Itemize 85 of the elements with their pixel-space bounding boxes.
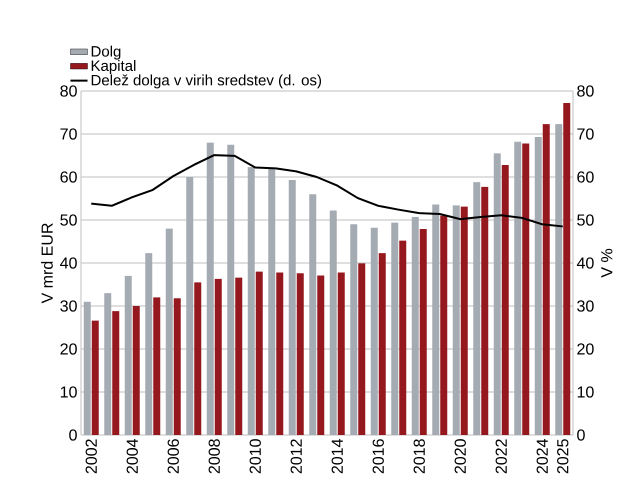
y2-tick-label: 10 <box>578 386 594 398</box>
legend-label: Kapital <box>92 60 136 74</box>
legend-label: Delež dolga v virih sredstev (d. os) <box>92 74 322 88</box>
x-tick-label: 2006 <box>168 439 179 474</box>
bar <box>296 273 304 435</box>
bar <box>473 182 480 435</box>
x-tick-label: 2020 <box>454 439 466 474</box>
bar <box>194 282 202 435</box>
y2-tick-label: 0 <box>577 429 585 441</box>
bar <box>145 253 152 435</box>
bar <box>84 302 91 435</box>
y2-tick-label: 40 <box>576 257 594 269</box>
bar <box>378 253 386 435</box>
bar <box>432 204 440 435</box>
y-tick-label: 30 <box>60 300 77 312</box>
legend-label: Dolg <box>92 46 120 60</box>
y2-tick-label: 60 <box>577 171 594 183</box>
y2-tick-label: 30 <box>577 300 594 312</box>
y-tick-label: 70 <box>60 128 77 140</box>
bar <box>563 103 570 435</box>
y-tick-label: 60 <box>60 171 77 183</box>
y-tick-label: 10 <box>60 386 77 398</box>
y-tick-label: 40 <box>60 257 77 269</box>
x-tick-label: 2008 <box>208 439 220 474</box>
x-tick-label: 2002 <box>86 439 97 474</box>
bar <box>153 297 160 435</box>
y-tick-label: 20 <box>60 343 77 355</box>
bar <box>502 164 509 435</box>
bar <box>112 311 120 435</box>
line-series <box>90 154 564 228</box>
y2-tick-label: 20 <box>577 343 594 355</box>
bar <box>412 216 419 435</box>
bar <box>494 153 501 435</box>
x-tick-label: 2025 <box>557 439 568 474</box>
bar <box>227 144 234 435</box>
bar <box>555 124 562 435</box>
bar <box>309 194 316 435</box>
bar <box>124 276 132 435</box>
y2-tick-label: 50 <box>577 214 594 226</box>
bar <box>420 229 427 435</box>
x-tick-label: 2022 <box>496 439 507 474</box>
y-tick-label: 50 <box>60 214 77 226</box>
bar <box>214 278 222 435</box>
x-tick-label: 2010 <box>250 439 261 474</box>
bar <box>542 124 550 435</box>
bar <box>288 180 296 435</box>
bar <box>440 216 448 435</box>
bar <box>399 240 406 435</box>
x-tick-label: 2024 <box>536 439 548 474</box>
bar <box>174 298 181 435</box>
y-axis-title: V mrd EUR <box>41 223 53 304</box>
bar <box>338 272 345 435</box>
y2-tick-label: 80 <box>577 85 594 97</box>
bar <box>248 167 255 435</box>
bar <box>350 224 358 435</box>
bar <box>370 228 378 435</box>
bar <box>104 293 112 435</box>
bar <box>317 275 324 435</box>
bar <box>206 142 214 435</box>
x-tick-label: 2018 <box>414 439 425 474</box>
bar <box>460 206 468 435</box>
bar <box>166 228 173 435</box>
bar <box>330 210 337 435</box>
x-tick-label: 2012 <box>290 439 302 474</box>
y2-axis-title: V % <box>601 248 612 278</box>
x-tick-label: 2004 <box>126 439 138 474</box>
bar <box>534 137 542 435</box>
x-tick-label: 2014 <box>332 439 343 474</box>
bar <box>92 320 99 435</box>
bar <box>235 278 242 435</box>
bar <box>514 142 522 435</box>
y-tick-label: 80 <box>60 85 77 97</box>
bar <box>481 186 488 435</box>
bar <box>186 176 194 435</box>
bar <box>522 143 530 435</box>
y2-tick-label: 70 <box>577 128 594 140</box>
bar <box>132 306 140 435</box>
bar <box>452 205 460 435</box>
bar <box>256 272 263 435</box>
bar <box>268 168 276 435</box>
x-tick-label: 2016 <box>372 439 384 474</box>
y-tick-label: 0 <box>69 429 77 441</box>
bar <box>358 263 366 435</box>
bar <box>276 272 284 435</box>
bar <box>391 222 398 435</box>
